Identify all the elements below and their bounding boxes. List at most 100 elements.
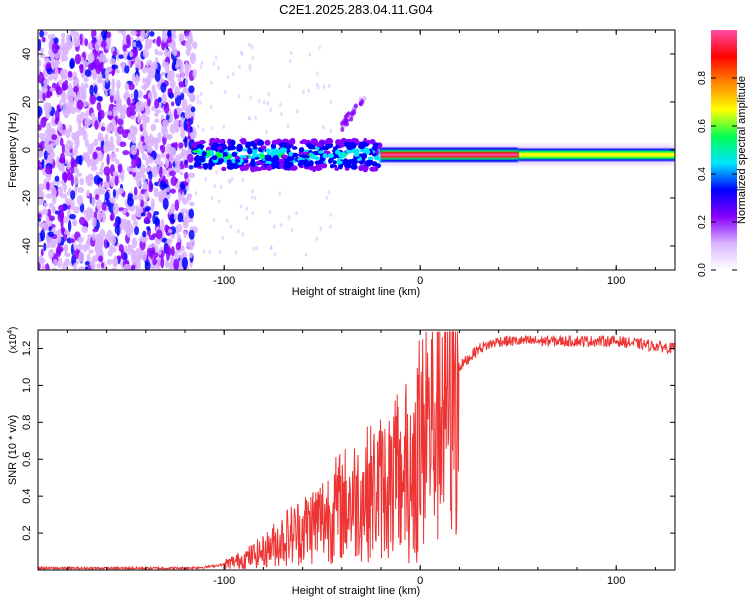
spectrogram-noise-cell [89, 84, 94, 97]
spectrogram-noise-cell [115, 159, 120, 165]
spectrogram-noise-cell [164, 259, 169, 269]
spectrogram-noise-cell [103, 181, 110, 189]
spectrogram-noise-cell [189, 52, 197, 65]
spectrogram-noise-cell [82, 209, 90, 215]
spectrogram-noise-cell [327, 190, 331, 195]
spectrogram-noise-cell [269, 107, 273, 113]
spectrogram-noise-cell [70, 30, 76, 37]
spectrogram-noise-cell [53, 37, 59, 44]
spectrogram-noise-cell [115, 147, 120, 153]
spectrogram-noise-cell [267, 92, 271, 97]
spectrogram-noise-cell [212, 217, 216, 223]
spectrogram-noise-cell [104, 39, 111, 50]
spectrogram-noise-cell [63, 172, 68, 184]
spectrogram-onset-cell [277, 158, 285, 163]
spectrogram-noise-cell [51, 114, 55, 123]
spectrogram-noise-cell [38, 199, 42, 206]
spectrogram-onset-cell [239, 155, 247, 159]
spectrogram-noise-cell [99, 228, 106, 239]
spectrogram-noise-cell [223, 89, 227, 95]
spectrogram-onset-cell [218, 139, 225, 144]
spectrogram-noise-cell [92, 151, 98, 160]
spectrogram-noise-cell [162, 119, 170, 128]
spectrogram-onset-cell [289, 166, 298, 171]
spectrogram-onset-cell [301, 139, 307, 143]
spectrogram-onset-cell [194, 155, 201, 163]
spectrogram-onset-cell [265, 148, 271, 154]
spectrogram-onset-cell [318, 150, 325, 154]
spectrogram-noise-cell [65, 39, 73, 51]
spectrogram-noise-cell [84, 214, 92, 222]
spectrogram-noise-cell [58, 157, 66, 164]
spectrogram-noise-cell [44, 139, 50, 152]
snr-series-line [38, 331, 675, 570]
spectrogram-noise-cell [177, 254, 184, 259]
spectrogram-onset-cell [335, 160, 343, 165]
spectrogram-onset-cell [249, 160, 256, 167]
spectrogram-noise-cell [131, 213, 137, 221]
spectrogram-noise-cell [185, 105, 191, 116]
spectrogram-noise-cell [174, 164, 181, 174]
spectrogram-onset-cell [260, 145, 267, 150]
spectrogram-noise-cell [164, 61, 170, 72]
spectrogram-noise-cell [266, 101, 270, 106]
spectrogram-noise-cell [149, 74, 155, 79]
spectrogram-noise-cell [132, 171, 136, 177]
spectrogram-noise-cell [134, 226, 139, 236]
spectrogram-noise-cell [100, 185, 106, 194]
spectrogram-noise-cell [46, 61, 52, 69]
spectrogram-noise-cell [170, 176, 178, 187]
spectrogram-onset-cell [291, 146, 298, 150]
spectrogram-noise-cell [154, 70, 161, 82]
spectrogram-onset-cell [271, 139, 279, 145]
spectrogram-noise-cell [171, 40, 176, 50]
spectrogram-noise-cell [60, 40, 66, 53]
spectrogram-noise-cell [77, 243, 84, 251]
spectrogram-noise-cell [171, 30, 176, 37]
spectrogram-noise-cell [133, 186, 138, 197]
spectrogram-drift-cell [352, 110, 357, 116]
spectrogram-onset-cell [350, 164, 358, 170]
spectrogram-noise-cell [180, 70, 185, 79]
spectrogram-noise-cell [279, 222, 283, 228]
spectrogram-noise-cell [53, 258, 58, 266]
spectrogram-noise-cell [82, 58, 87, 71]
spectrogram-noise-cell [55, 245, 62, 258]
spectrogram-noise-cell [38, 183, 45, 191]
spectrogram-noise-cell [186, 193, 192, 201]
spectrogram-noise-cell [60, 37, 66, 43]
spectrogram-noise-cell [170, 246, 175, 257]
snr-ytick-label: 1.0 [21, 378, 33, 393]
spectrogram-noise-cell [151, 61, 158, 70]
spectrogram-noise-cell [39, 47, 44, 53]
spectrogram-noise-cell [56, 156, 60, 168]
spectrogram-noise-cell [179, 182, 186, 190]
spectrogram-onset-cell [332, 146, 339, 150]
spectrogram-noise-cell [177, 212, 184, 223]
spectrogram-noise-cell [290, 227, 294, 233]
spectrogram-onset-cell [209, 137, 217, 144]
spectrogram-noise-cell [39, 30, 45, 38]
spectrogram-noise-cell [97, 211, 103, 222]
spectrogram-noise-cell [132, 194, 139, 201]
spectrogram-noise-cell [230, 176, 234, 182]
spectrogram-noise-cell [103, 32, 108, 39]
spectrogram-noise-cell [222, 124, 225, 130]
spectrogram-onset-cell [226, 145, 235, 151]
spectrogram-onset-cell [282, 139, 288, 143]
spectrogram-noise-cell [187, 38, 194, 44]
spectrogram-noise-cell [48, 91, 53, 97]
spectrogram-noise-cell [71, 71, 78, 79]
spectrogram-noise-cell [57, 121, 63, 133]
spectrogram-noise-cell [137, 76, 141, 82]
spectrogram-onset-cell [339, 144, 346, 148]
spectrogram-onset-cell [329, 163, 335, 169]
spectrogram-noise-cell [54, 117, 59, 125]
spectrogram-noise-cell [165, 158, 169, 166]
spectrogram-noise-cell [124, 65, 130, 74]
spectrogram-noise-cell [84, 69, 92, 77]
spectrogram-noise-cell [141, 250, 147, 262]
spectrogram-noise-cell [52, 240, 57, 249]
spectrogram-noise-cell [119, 141, 127, 148]
spectrogram-onset-cell [288, 151, 293, 157]
